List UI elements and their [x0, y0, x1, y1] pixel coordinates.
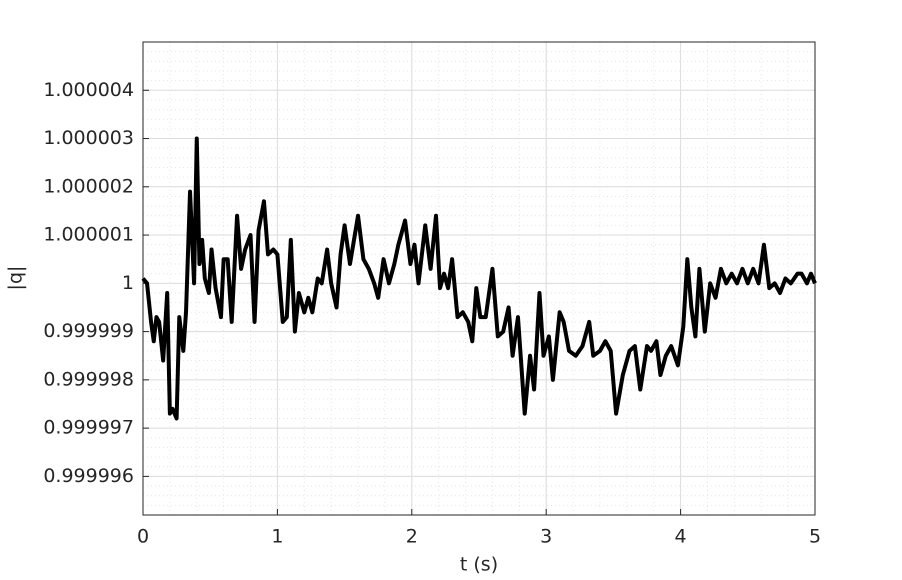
y-tick-label: 0.999998 [43, 368, 134, 390]
y-tick-label: 0.999997 [43, 417, 134, 439]
x-tick-label: 0 [137, 526, 149, 548]
y-tick-label: 0.999999 [43, 320, 134, 342]
x-tick-label: 5 [809, 526, 821, 548]
y-tick-label: 1.000003 [43, 127, 134, 149]
x-tick-label: 4 [675, 526, 687, 548]
line [141, 136, 817, 421]
y-tick-label: 1.000004 [43, 79, 134, 101]
y-tick-label: 0.999996 [43, 465, 134, 487]
x-tick-label: 2 [406, 526, 418, 548]
x-tick-label: 1 [271, 526, 283, 548]
y-tick-label: 1.000001 [43, 224, 134, 246]
x-axis-label: t (s) [460, 554, 498, 576]
y-tick-label: 1.000002 [43, 175, 134, 197]
x-tick-label: 3 [540, 526, 552, 548]
y-tick-label: 1 [122, 272, 134, 294]
y-axis-label: |q| [5, 266, 27, 291]
